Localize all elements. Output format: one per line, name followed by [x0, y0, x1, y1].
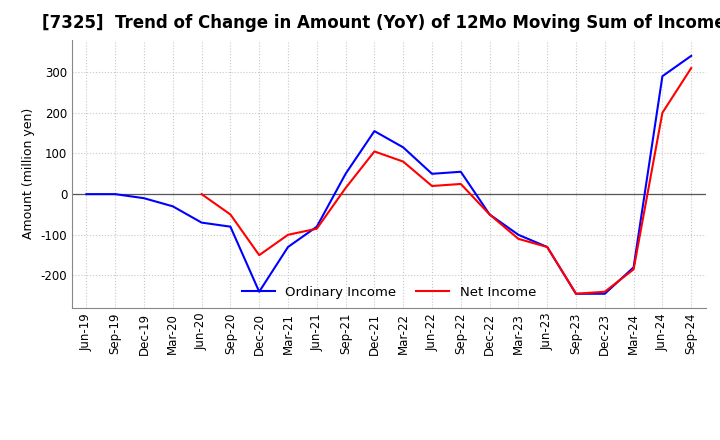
Net Income — [312, 226, 321, 231]
Ordinary Income — [370, 128, 379, 134]
Ordinary Income — [428, 171, 436, 176]
Net Income — [485, 212, 494, 217]
Net Income — [428, 183, 436, 189]
Ordinary Income — [543, 244, 552, 249]
Ordinary Income — [399, 145, 408, 150]
Net Income — [255, 253, 264, 258]
Net Income — [629, 267, 638, 272]
Ordinary Income — [255, 289, 264, 294]
Ordinary Income — [572, 291, 580, 297]
Ordinary Income — [140, 195, 148, 201]
Net Income — [543, 244, 552, 249]
Ordinary Income — [312, 224, 321, 229]
Ordinary Income — [658, 73, 667, 79]
Ordinary Income — [514, 232, 523, 238]
Net Income — [399, 159, 408, 164]
Ordinary Income — [197, 220, 206, 225]
Ordinary Income — [168, 204, 177, 209]
Net Income — [341, 185, 350, 191]
Net Income — [658, 110, 667, 115]
Net Income — [456, 181, 465, 187]
Net Income — [687, 66, 696, 71]
Ordinary Income — [629, 265, 638, 270]
Legend: Ordinary Income, Net Income: Ordinary Income, Net Income — [236, 281, 541, 304]
Ordinary Income — [341, 171, 350, 176]
Ordinary Income — [111, 191, 120, 197]
Ordinary Income — [284, 244, 292, 249]
Net Income — [514, 236, 523, 242]
Net Income — [197, 191, 206, 197]
Net Income — [572, 291, 580, 297]
Net Income — [600, 289, 609, 294]
Net Income — [370, 149, 379, 154]
Title: [7325]  Trend of Change in Amount (YoY) of 12Mo Moving Sum of Incomes: [7325] Trend of Change in Amount (YoY) o… — [42, 15, 720, 33]
Ordinary Income — [226, 224, 235, 229]
Line: Ordinary Income: Ordinary Income — [86, 56, 691, 294]
Ordinary Income — [82, 191, 91, 197]
Net Income — [226, 212, 235, 217]
Ordinary Income — [600, 291, 609, 297]
Y-axis label: Amount (million yen): Amount (million yen) — [22, 108, 35, 239]
Ordinary Income — [456, 169, 465, 174]
Net Income — [284, 232, 292, 238]
Line: Net Income: Net Income — [202, 68, 691, 294]
Ordinary Income — [687, 53, 696, 59]
Ordinary Income — [485, 212, 494, 217]
